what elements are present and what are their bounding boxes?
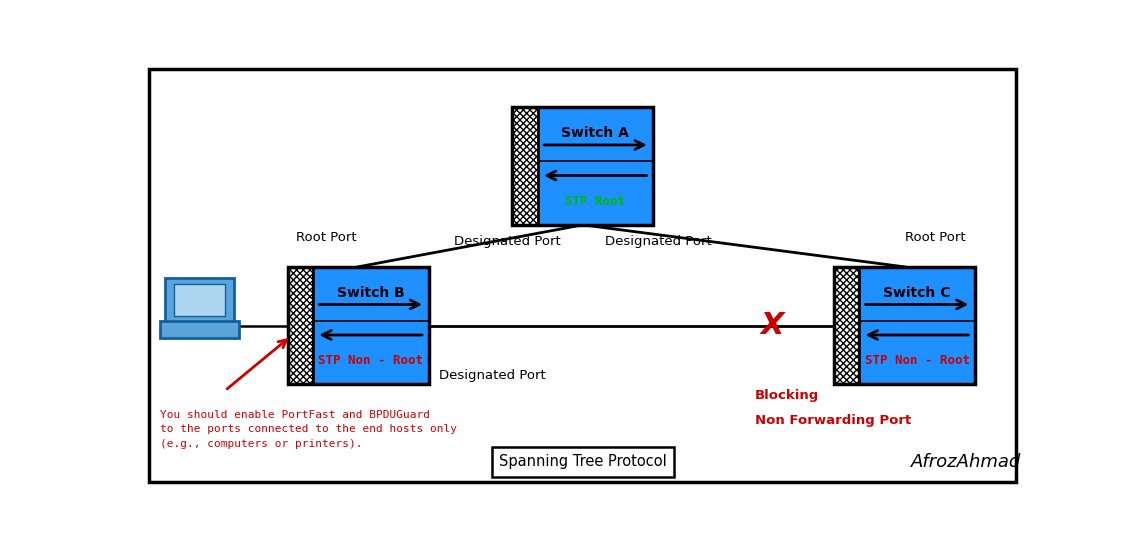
Text: STP Non - Root: STP Non - Root — [318, 354, 423, 367]
Text: Switch B: Switch B — [337, 286, 405, 300]
Text: Switch A: Switch A — [562, 126, 630, 140]
Text: X: X — [761, 311, 783, 340]
Text: Designated Port: Designated Port — [439, 370, 546, 383]
Bar — [174, 284, 225, 316]
Text: Designated Port: Designated Port — [454, 235, 561, 249]
FancyBboxPatch shape — [165, 278, 234, 323]
Bar — [288, 267, 313, 384]
Bar — [833, 267, 860, 384]
Text: STP Non - Root: STP Non - Root — [864, 354, 970, 367]
Text: STP Root: STP Root — [565, 195, 625, 208]
Text: Root Port: Root Port — [905, 231, 966, 244]
Bar — [860, 267, 974, 384]
Text: Spanning Tree Protocol: Spanning Tree Protocol — [499, 455, 666, 469]
Bar — [512, 107, 653, 225]
Text: Non Forwarding Port: Non Forwarding Port — [755, 414, 911, 427]
Text: Root Port: Root Port — [297, 231, 357, 244]
Text: Designated Port: Designated Port — [605, 235, 712, 249]
Text: Switch C: Switch C — [883, 286, 951, 300]
Bar — [313, 267, 429, 384]
Bar — [833, 267, 974, 384]
Bar — [288, 267, 429, 384]
Text: AfrozAhmad: AfrozAhmad — [911, 453, 1021, 471]
Text: You should enable PortFast and BPDUGuard
to the ports connected to the end hosts: You should enable PortFast and BPDUGuard… — [159, 409, 457, 449]
Text: Blocking: Blocking — [755, 389, 819, 402]
FancyBboxPatch shape — [159, 322, 239, 338]
Bar — [512, 107, 538, 225]
Bar — [538, 107, 653, 225]
